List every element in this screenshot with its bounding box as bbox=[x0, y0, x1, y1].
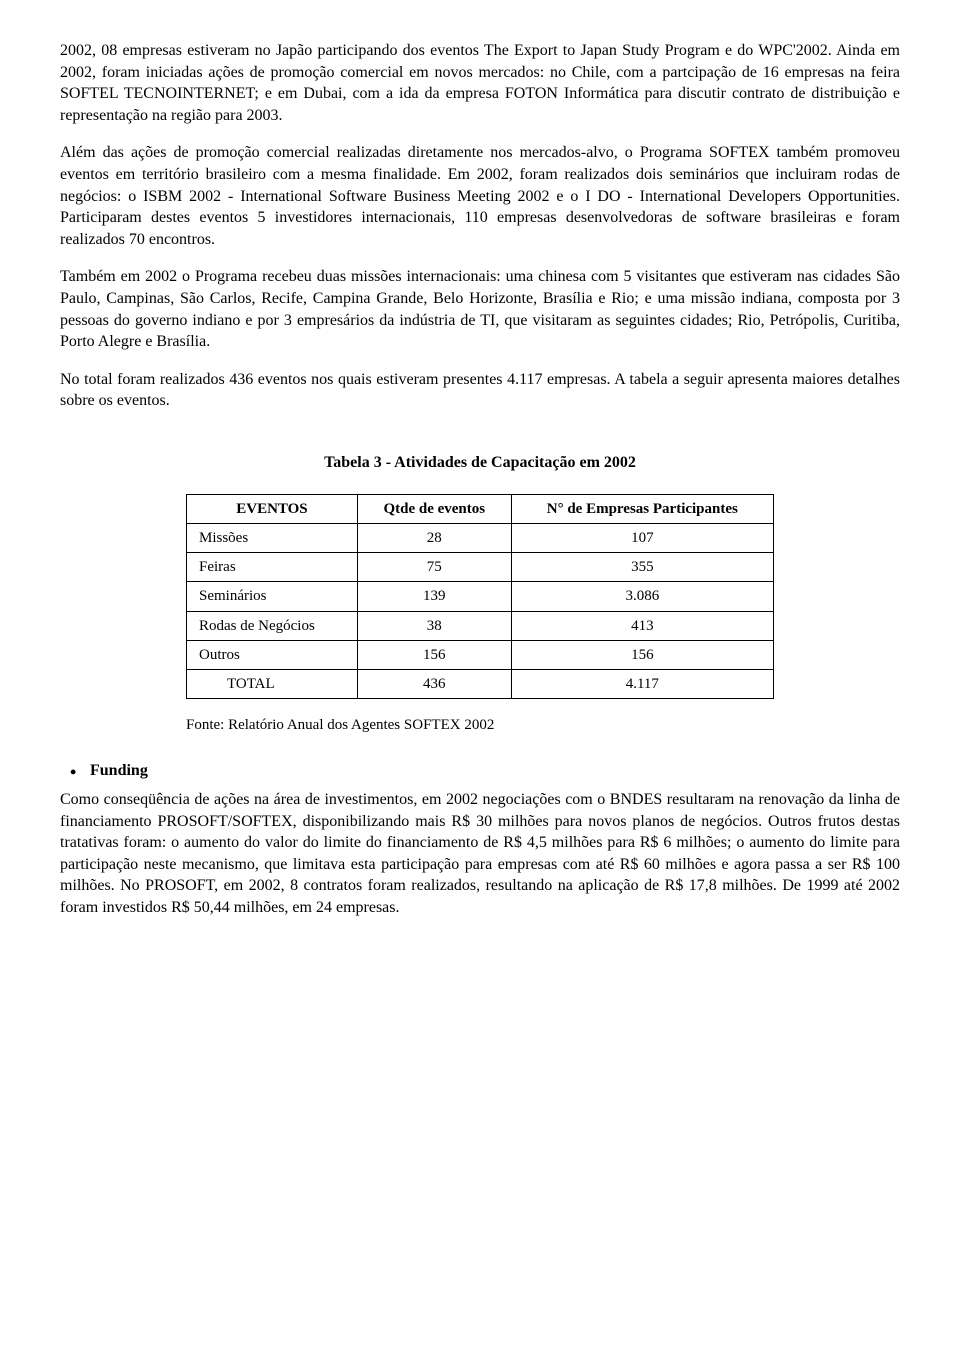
row-companies: 413 bbox=[511, 611, 773, 640]
row-label: Feiras bbox=[187, 553, 358, 582]
row-companies: 107 bbox=[511, 523, 773, 552]
row-label: Missões bbox=[187, 523, 358, 552]
table-title: Tabela 3 - Atividades de Capacitação em … bbox=[60, 452, 900, 474]
row-qty: 156 bbox=[357, 640, 511, 669]
row-qty: 38 bbox=[357, 611, 511, 640]
row-companies: 355 bbox=[511, 553, 773, 582]
paragraph-5: Como conseqüência de ações na área de in… bbox=[60, 789, 900, 919]
table-header-eventos: EVENTOS bbox=[187, 494, 358, 523]
row-companies: 156 bbox=[511, 640, 773, 669]
table-row: Feiras 75 355 bbox=[187, 553, 774, 582]
capacitacao-table: EVENTOS Qtde de eventos N° de Empresas P… bbox=[186, 494, 774, 700]
row-qty: 28 bbox=[357, 523, 511, 552]
table-row: Outros 156 156 bbox=[187, 640, 774, 669]
table-row: Seminários 139 3.086 bbox=[187, 582, 774, 611]
row-qty: 75 bbox=[357, 553, 511, 582]
table-source: Fonte: Relatório Anual dos Agentes SOFTE… bbox=[186, 715, 900, 735]
table-row: Rodas de Negócios 38 413 bbox=[187, 611, 774, 640]
row-companies: 3.086 bbox=[511, 582, 773, 611]
paragraph-3: Também em 2002 o Programa recebeu duas m… bbox=[60, 266, 900, 352]
row-label: Outros bbox=[187, 640, 358, 669]
table-header-row: EVENTOS Qtde de eventos N° de Empresas P… bbox=[187, 494, 774, 523]
paragraph-2: Além das ações de promoção comercial rea… bbox=[60, 142, 900, 250]
total-qty: 436 bbox=[357, 670, 511, 699]
table-header-qtde: Qtde de eventos bbox=[357, 494, 511, 523]
paragraph-1: 2002, 08 empresas estiveram no Japão par… bbox=[60, 40, 900, 126]
total-label: TOTAL bbox=[187, 670, 358, 699]
row-label: Rodas de Negócios bbox=[187, 611, 358, 640]
row-qty: 139 bbox=[357, 582, 511, 611]
row-label: Seminários bbox=[187, 582, 358, 611]
paragraph-4: No total foram realizados 436 eventos no… bbox=[60, 369, 900, 412]
table-total-row: TOTAL 436 4.117 bbox=[187, 670, 774, 699]
table-header-empresas: N° de Empresas Participantes bbox=[511, 494, 773, 523]
table-row: Missões 28 107 bbox=[187, 523, 774, 552]
funding-heading: Funding bbox=[60, 760, 900, 782]
total-companies: 4.117 bbox=[511, 670, 773, 699]
